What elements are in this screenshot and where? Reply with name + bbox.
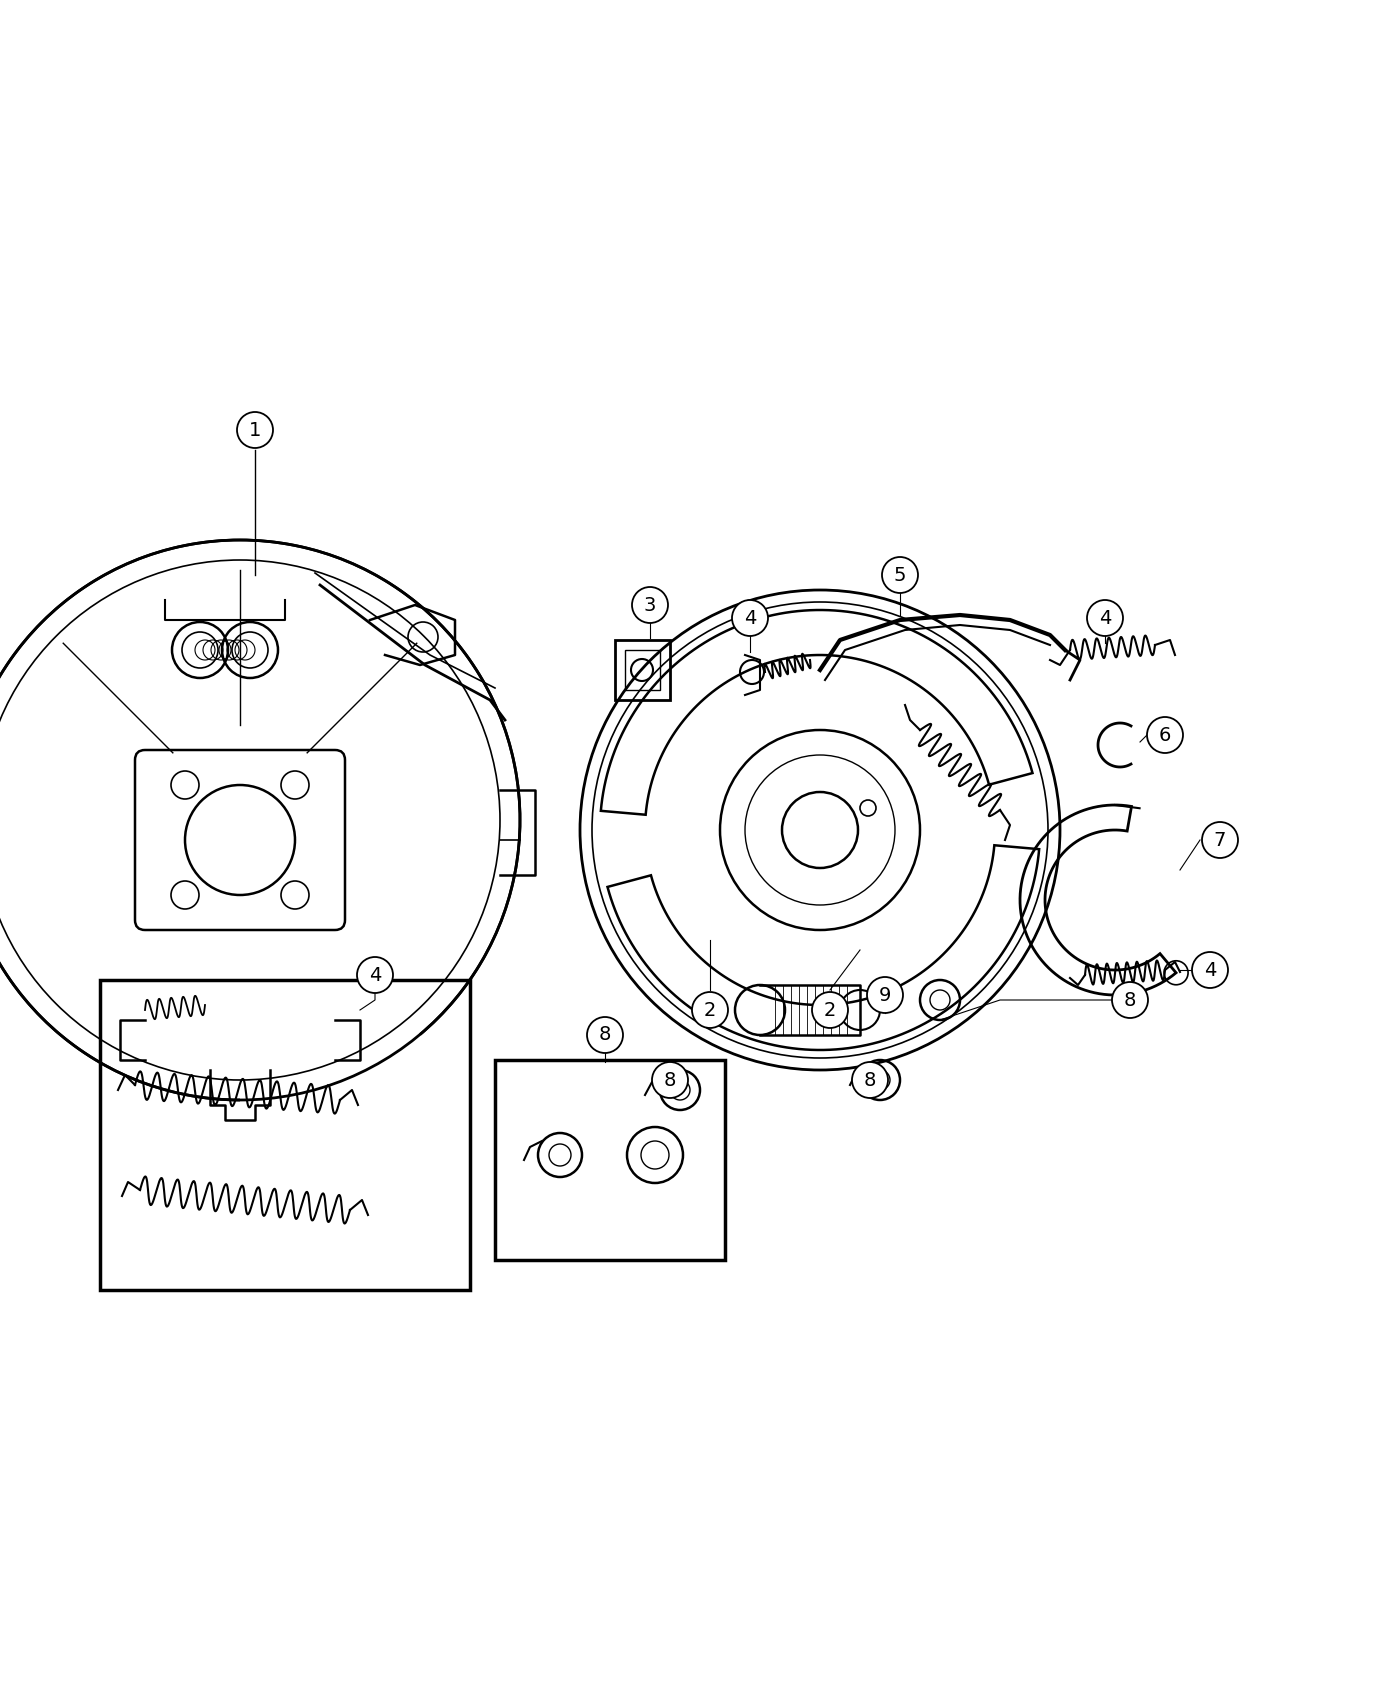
Text: 1: 1 <box>249 420 262 440</box>
Text: 8: 8 <box>1124 991 1137 1010</box>
Text: 6: 6 <box>1159 726 1172 745</box>
Circle shape <box>882 558 918 593</box>
Bar <box>496 1061 725 1260</box>
Circle shape <box>1112 983 1148 1018</box>
Text: 9: 9 <box>879 986 892 1005</box>
Bar <box>624 649 659 690</box>
Text: 2: 2 <box>823 1001 836 1020</box>
Bar <box>99 979 470 1290</box>
Bar <box>615 639 671 700</box>
Circle shape <box>1203 823 1238 858</box>
Circle shape <box>237 411 273 449</box>
Circle shape <box>357 957 393 993</box>
Circle shape <box>587 1017 623 1052</box>
Text: 4: 4 <box>1204 960 1217 979</box>
Text: 4: 4 <box>368 966 381 984</box>
Circle shape <box>631 586 668 622</box>
Text: 4: 4 <box>1099 609 1112 627</box>
Circle shape <box>692 993 728 1028</box>
Circle shape <box>1086 600 1123 636</box>
Text: 8: 8 <box>599 1025 612 1044</box>
Text: 8: 8 <box>664 1071 676 1090</box>
Text: 8: 8 <box>864 1071 876 1090</box>
Circle shape <box>652 1062 687 1098</box>
Circle shape <box>812 993 848 1028</box>
Circle shape <box>867 977 903 1013</box>
Text: 4: 4 <box>743 609 756 627</box>
Text: 2: 2 <box>704 1001 717 1020</box>
Text: 3: 3 <box>644 595 657 614</box>
Circle shape <box>1191 952 1228 988</box>
Text: 7: 7 <box>1214 831 1226 850</box>
Circle shape <box>853 1062 888 1098</box>
Circle shape <box>1147 717 1183 753</box>
Circle shape <box>732 600 769 636</box>
Text: 5: 5 <box>893 566 906 585</box>
